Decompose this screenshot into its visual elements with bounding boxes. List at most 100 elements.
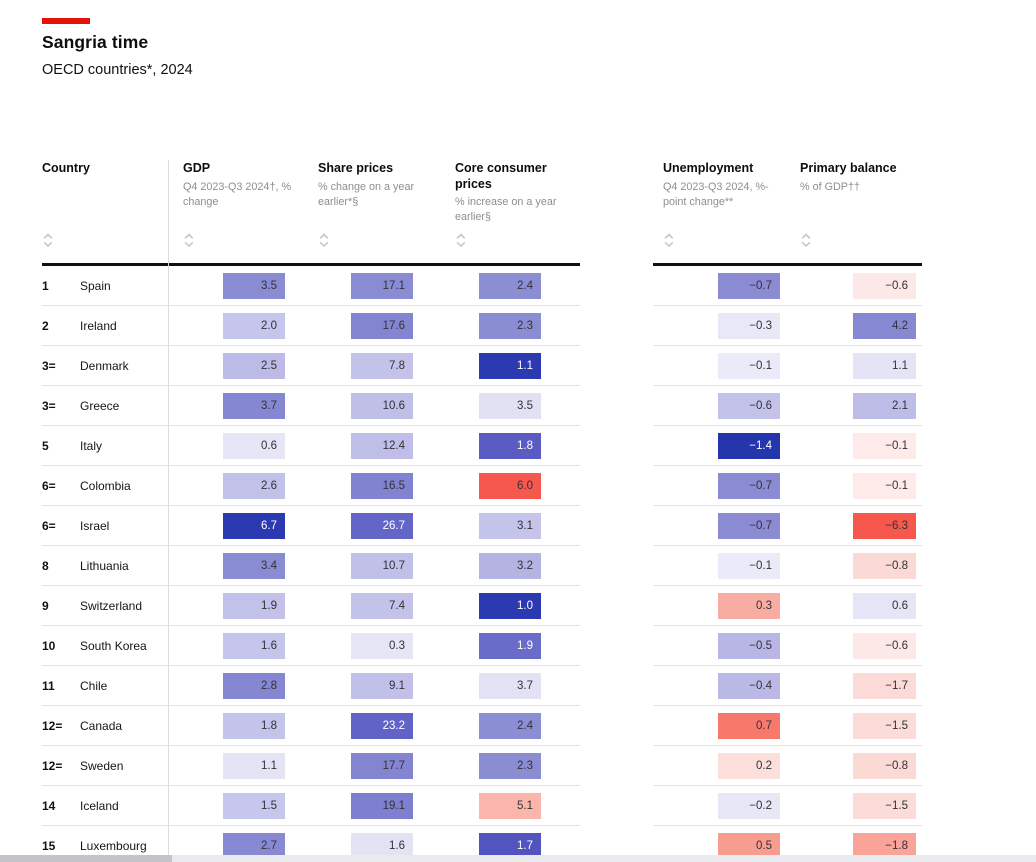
table-top-rule-left <box>42 263 580 266</box>
country-label: Denmark <box>80 359 129 373</box>
sort-icon[interactable] <box>455 232 467 249</box>
row-divider <box>653 665 922 666</box>
core-cpi-cell: 3.7 <box>479 673 541 699</box>
core-cpi-cell: 5.1 <box>479 793 541 819</box>
unemployment-cell: −0.3 <box>718 313 780 339</box>
row-divider <box>653 585 922 586</box>
horizontal-scrollbar-track[interactable] <box>0 855 1036 862</box>
column-divider <box>168 160 169 856</box>
primary-balance-cell: −1.8 <box>853 833 916 859</box>
core-cpi-cell: 1.7 <box>479 833 541 859</box>
share-prices-cell: 1.6 <box>351 833 413 859</box>
rank-label: 3= <box>42 399 56 413</box>
table-row: 9 Switzerland 1.9 7.4 1.0 0.3 0.6 <box>0 586 1036 626</box>
rank-label: 8 <box>42 559 49 573</box>
rank-label: 2 <box>42 319 49 333</box>
gdp-cell: 1.5 <box>223 793 285 819</box>
row-divider <box>653 785 922 786</box>
row-divider <box>653 545 922 546</box>
unemployment-cell: −1.4 <box>718 433 780 459</box>
gdp-cell: 1.6 <box>223 633 285 659</box>
gdp-cell: 1.8 <box>223 713 285 739</box>
rank-label: 12= <box>42 719 63 733</box>
core-cpi-cell: 2.3 <box>479 313 541 339</box>
sort-icon[interactable] <box>183 232 195 249</box>
country-label: Switzerland <box>80 599 143 613</box>
row-divider <box>42 465 580 466</box>
share-prices-cell: 17.6 <box>351 313 413 339</box>
country-label: South Korea <box>80 639 147 653</box>
primary-balance-cell: −0.1 <box>853 433 916 459</box>
table-row: 10 South Korea 1.6 0.3 1.9 −0.5 −0.6 <box>0 626 1036 666</box>
gdp-cell: 2.8 <box>223 673 285 699</box>
unemployment-cell: −0.1 <box>718 553 780 579</box>
row-divider <box>653 465 922 466</box>
column-label: Country <box>42 161 90 175</box>
horizontal-scrollbar-thumb[interactable] <box>0 855 172 862</box>
share-prices-cell: 26.7 <box>351 513 413 539</box>
share-prices-cell: 7.4 <box>351 593 413 619</box>
gdp-cell: 3.4 <box>223 553 285 579</box>
row-divider <box>653 425 922 426</box>
country-label: Lithuania <box>80 559 129 573</box>
core-cpi-cell: 3.2 <box>479 553 541 579</box>
row-divider <box>42 665 580 666</box>
share-prices-cell: 0.3 <box>351 633 413 659</box>
row-divider <box>42 745 580 746</box>
gdp-cell: 2.5 <box>223 353 285 379</box>
column-sublabel: Q4 2023-Q3 2024, %-point change** <box>663 180 769 208</box>
core-cpi-cell: 2.4 <box>479 273 541 299</box>
table-row: 12= Canada 1.8 23.2 2.4 0.7 −1.5 <box>0 706 1036 746</box>
country-label: Ireland <box>80 319 117 333</box>
column-label: Core consumer prices <box>455 161 547 191</box>
accent-bar <box>42 18 90 24</box>
gdp-cell: 1.9 <box>223 593 285 619</box>
share-prices-cell: 10.7 <box>351 553 413 579</box>
core-cpi-cell: 1.1 <box>479 353 541 379</box>
table-row: 6= Israel 6.7 26.7 3.1 −0.7 −6.3 <box>0 506 1036 546</box>
row-divider <box>653 625 922 626</box>
share-prices-cell: 17.1 <box>351 273 413 299</box>
unemployment-cell: −0.4 <box>718 673 780 699</box>
gdp-cell: 2.6 <box>223 473 285 499</box>
share-prices-cell: 9.1 <box>351 673 413 699</box>
primary-balance-cell: −0.6 <box>853 273 916 299</box>
rank-label: 9 <box>42 599 49 613</box>
primary-balance-cell: 4.2 <box>853 313 916 339</box>
primary-balance-cell: −1.5 <box>853 713 916 739</box>
core-cpi-cell: 2.4 <box>479 713 541 739</box>
core-cpi-cell: 3.5 <box>479 393 541 419</box>
sort-icon[interactable] <box>42 232 54 249</box>
row-divider <box>42 545 580 546</box>
unemployment-cell: 0.7 <box>718 713 780 739</box>
table-row: 11 Chile 2.8 9.1 3.7 −0.4 −1.7 <box>0 666 1036 706</box>
sort-icon[interactable] <box>800 232 812 249</box>
gdp-cell: 0.6 <box>223 433 285 459</box>
share-prices-cell: 23.2 <box>351 713 413 739</box>
table-row: 14 Iceland 1.5 19.1 5.1 −0.2 −1.5 <box>0 786 1036 826</box>
primary-balance-cell: −0.6 <box>853 633 916 659</box>
core-cpi-cell: 3.1 <box>479 513 541 539</box>
rank-label: 5 <box>42 439 49 453</box>
unemployment-cell: −0.5 <box>718 633 780 659</box>
primary-balance-cell: 0.6 <box>853 593 916 619</box>
table-row: 3= Denmark 2.5 7.8 1.1 −0.1 1.1 <box>0 346 1036 386</box>
sort-icon[interactable] <box>318 232 330 249</box>
table-top-rule-right <box>653 263 922 266</box>
row-divider <box>42 785 580 786</box>
primary-balance-cell: −0.1 <box>853 473 916 499</box>
primary-balance-cell: −1.7 <box>853 673 916 699</box>
unemployment-cell: −0.7 <box>718 273 780 299</box>
table-body: 1 Spain 3.5 17.1 2.4 −0.7 −0.6 2 Ireland… <box>0 266 1036 862</box>
chart-subtitle: OECD countries*, 2024 <box>42 62 193 78</box>
gdp-cell: 1.1 <box>223 753 285 779</box>
sort-icon[interactable] <box>663 232 675 249</box>
unemployment-cell: −0.2 <box>718 793 780 819</box>
column-header-country: Country <box>42 161 152 180</box>
table-row: 1 Spain 3.5 17.1 2.4 −0.7 −0.6 <box>0 266 1036 306</box>
core-cpi-cell: 1.9 <box>479 633 541 659</box>
column-sublabel: % change on a year earlier*§ <box>318 180 415 208</box>
row-divider <box>42 385 580 386</box>
table-row: 15 Luxembourg 2.7 1.6 1.7 0.5 −1.8 <box>0 826 1036 862</box>
